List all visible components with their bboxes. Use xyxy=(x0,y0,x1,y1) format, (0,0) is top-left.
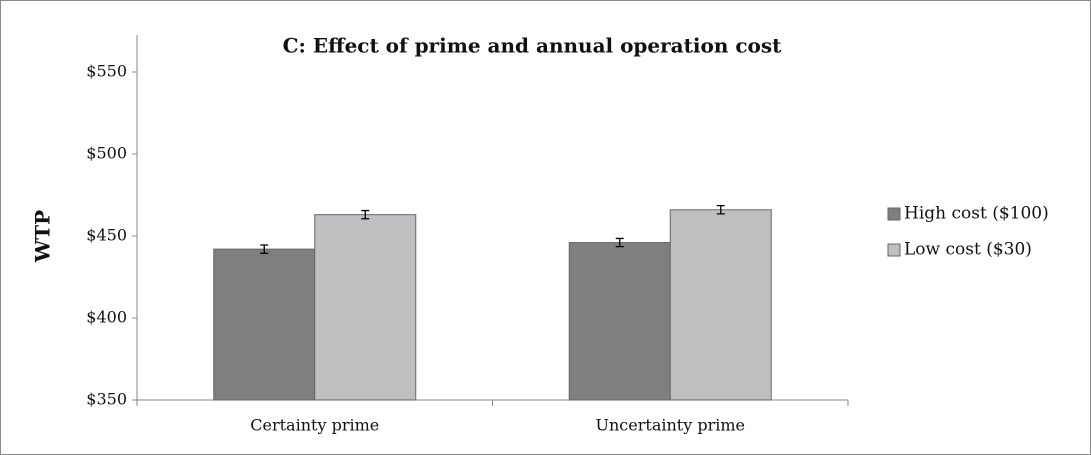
error-bar xyxy=(615,237,624,248)
bar xyxy=(314,214,417,401)
error-bar xyxy=(260,244,269,254)
bar xyxy=(213,248,316,401)
legend-swatch xyxy=(887,207,901,221)
chart-title: C: Effect of prime and annual operation … xyxy=(283,34,782,58)
error-bar xyxy=(361,209,370,220)
y-tick-label: $350 xyxy=(86,390,127,409)
legend-label: Low cost ($30) xyxy=(904,240,1032,260)
legend-label: High cost ($100) xyxy=(904,204,1049,224)
y-tick-label: $400 xyxy=(86,308,127,327)
y-tick-label: $450 xyxy=(86,226,127,245)
bar xyxy=(568,242,671,401)
y-axis-label: WTP xyxy=(31,210,55,263)
x-tick-label: Certainty prime xyxy=(250,416,379,435)
legend-swatch xyxy=(887,243,901,257)
bar xyxy=(669,209,772,401)
y-tick-label: $550 xyxy=(86,62,127,81)
error-bar xyxy=(716,205,725,215)
x-tick-label: Uncertainty prime xyxy=(596,416,745,435)
y-tick-label: $500 xyxy=(86,144,127,163)
